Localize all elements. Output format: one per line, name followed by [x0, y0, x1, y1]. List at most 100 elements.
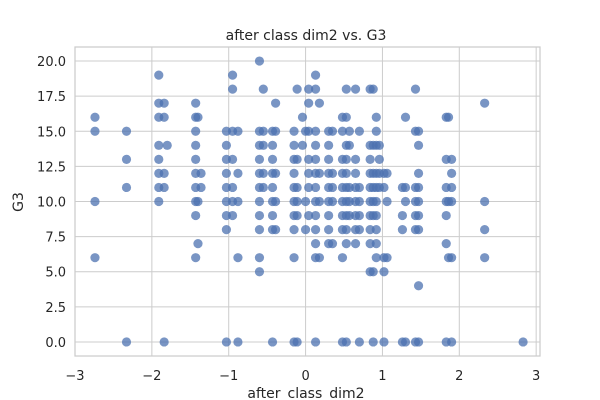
data-point — [341, 224, 351, 235]
data-point — [354, 210, 364, 221]
data-point — [159, 182, 169, 193]
data-point — [344, 140, 354, 150]
data-point — [154, 154, 164, 164]
data-point — [327, 126, 338, 136]
x-tick-labels: −3 −2 −1 0 1 2 3 — [65, 369, 540, 384]
data-point — [310, 126, 321, 136]
data-point — [289, 140, 299, 150]
data-point — [292, 196, 302, 207]
data-point — [233, 253, 243, 263]
data-point — [379, 267, 389, 277]
data-point — [480, 98, 490, 108]
data-point — [304, 154, 314, 164]
data-point — [371, 196, 381, 207]
data-point — [344, 126, 354, 136]
x-tick-label: 1 — [378, 369, 386, 384]
data-point — [221, 224, 232, 235]
data-point — [193, 239, 203, 249]
data-point — [304, 210, 314, 221]
data-point — [191, 126, 201, 136]
data-point — [300, 196, 311, 207]
data-point — [191, 253, 201, 263]
data-point — [310, 70, 321, 80]
data-point — [300, 224, 311, 235]
data-point — [154, 196, 164, 207]
y-tick-label: 20.0 — [37, 55, 66, 70]
data-point — [121, 182, 132, 193]
data-point — [350, 168, 361, 179]
data-point — [314, 168, 325, 179]
data-point — [191, 210, 201, 221]
data-point — [90, 196, 100, 207]
data-point — [289, 224, 299, 235]
data-point — [341, 112, 351, 122]
data-point — [314, 253, 325, 263]
data-point — [310, 210, 321, 221]
data-point — [397, 224, 408, 235]
data-point — [382, 168, 392, 179]
data-point — [159, 168, 169, 179]
data-point — [254, 267, 265, 277]
y-tick-label: 2.5 — [45, 301, 66, 316]
data-point — [292, 84, 302, 94]
data-point — [413, 196, 424, 207]
data-point — [327, 168, 338, 179]
data-point — [193, 196, 203, 207]
data-point — [354, 182, 364, 193]
data-point — [327, 182, 338, 193]
data-point — [413, 337, 424, 347]
data-point — [379, 337, 389, 347]
data-point — [518, 337, 528, 347]
data-point — [159, 337, 169, 347]
data-points — [90, 56, 528, 347]
data-point — [292, 154, 302, 164]
x-tick-label: −2 — [142, 369, 161, 384]
data-point — [90, 126, 100, 136]
data-point — [341, 168, 351, 179]
data-point — [258, 140, 268, 150]
data-point — [480, 224, 490, 235]
data-point — [227, 210, 238, 221]
data-point — [413, 210, 424, 221]
data-point — [191, 140, 201, 150]
data-point — [368, 84, 378, 94]
data-point — [441, 239, 451, 249]
data-point — [227, 84, 238, 94]
y-tick-label: 10.0 — [37, 196, 66, 211]
data-point — [447, 182, 457, 193]
data-point — [310, 84, 321, 94]
data-point — [397, 210, 408, 221]
data-point — [154, 140, 164, 150]
chart-title: after class dim2 vs. G3 — [226, 28, 387, 44]
data-point — [480, 253, 490, 263]
data-point — [304, 98, 314, 108]
data-point — [310, 140, 321, 150]
x-tick-label: −1 — [219, 369, 238, 384]
data-point — [310, 239, 321, 249]
data-point — [267, 182, 278, 193]
data-point — [447, 168, 457, 179]
data-point — [314, 98, 325, 108]
data-point — [221, 140, 232, 150]
data-point — [271, 224, 281, 235]
data-point — [254, 154, 265, 164]
data-point — [447, 196, 457, 207]
data-point — [90, 253, 100, 263]
data-point — [121, 337, 132, 347]
data-point — [410, 84, 421, 94]
data-point — [271, 168, 281, 179]
data-point — [154, 70, 164, 80]
data-point — [267, 154, 278, 164]
data-point — [310, 224, 321, 235]
data-point — [447, 337, 457, 347]
data-point — [289, 168, 299, 179]
data-point — [159, 112, 169, 122]
data-point — [254, 196, 265, 207]
x-tick-label: 2 — [455, 369, 463, 384]
data-point — [341, 84, 351, 94]
data-point — [314, 196, 325, 207]
data-point — [350, 84, 361, 94]
data-point — [310, 182, 321, 193]
data-point — [193, 112, 203, 122]
